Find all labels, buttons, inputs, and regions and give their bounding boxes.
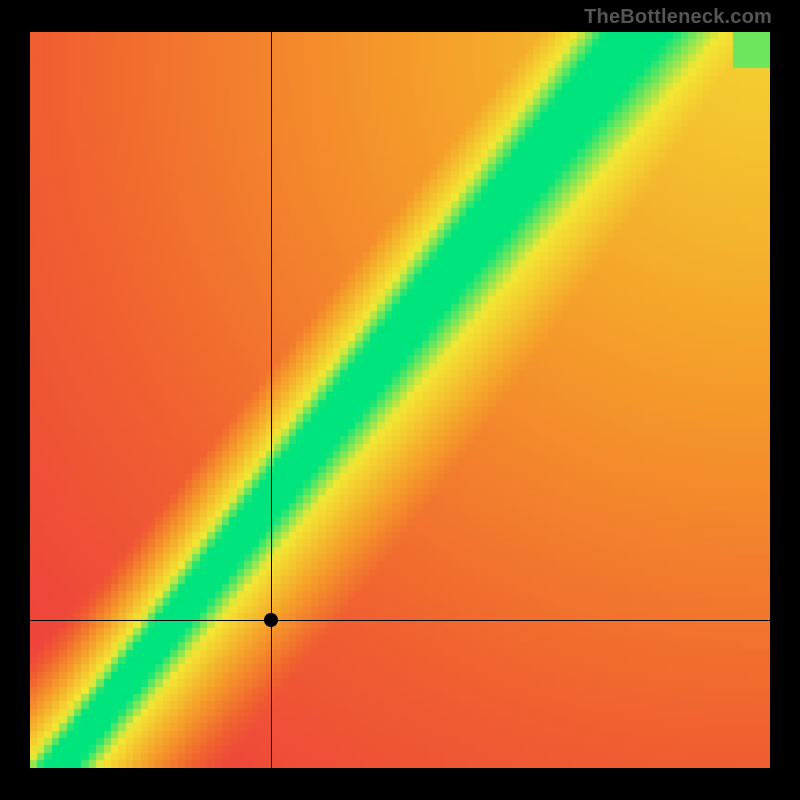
heatmap-canvas xyxy=(30,32,770,768)
crosshair-horizontal xyxy=(30,620,770,621)
heatmap-plot xyxy=(30,32,770,768)
watermark-label: TheBottleneck.com xyxy=(584,6,772,29)
crosshair-vertical xyxy=(271,32,272,768)
